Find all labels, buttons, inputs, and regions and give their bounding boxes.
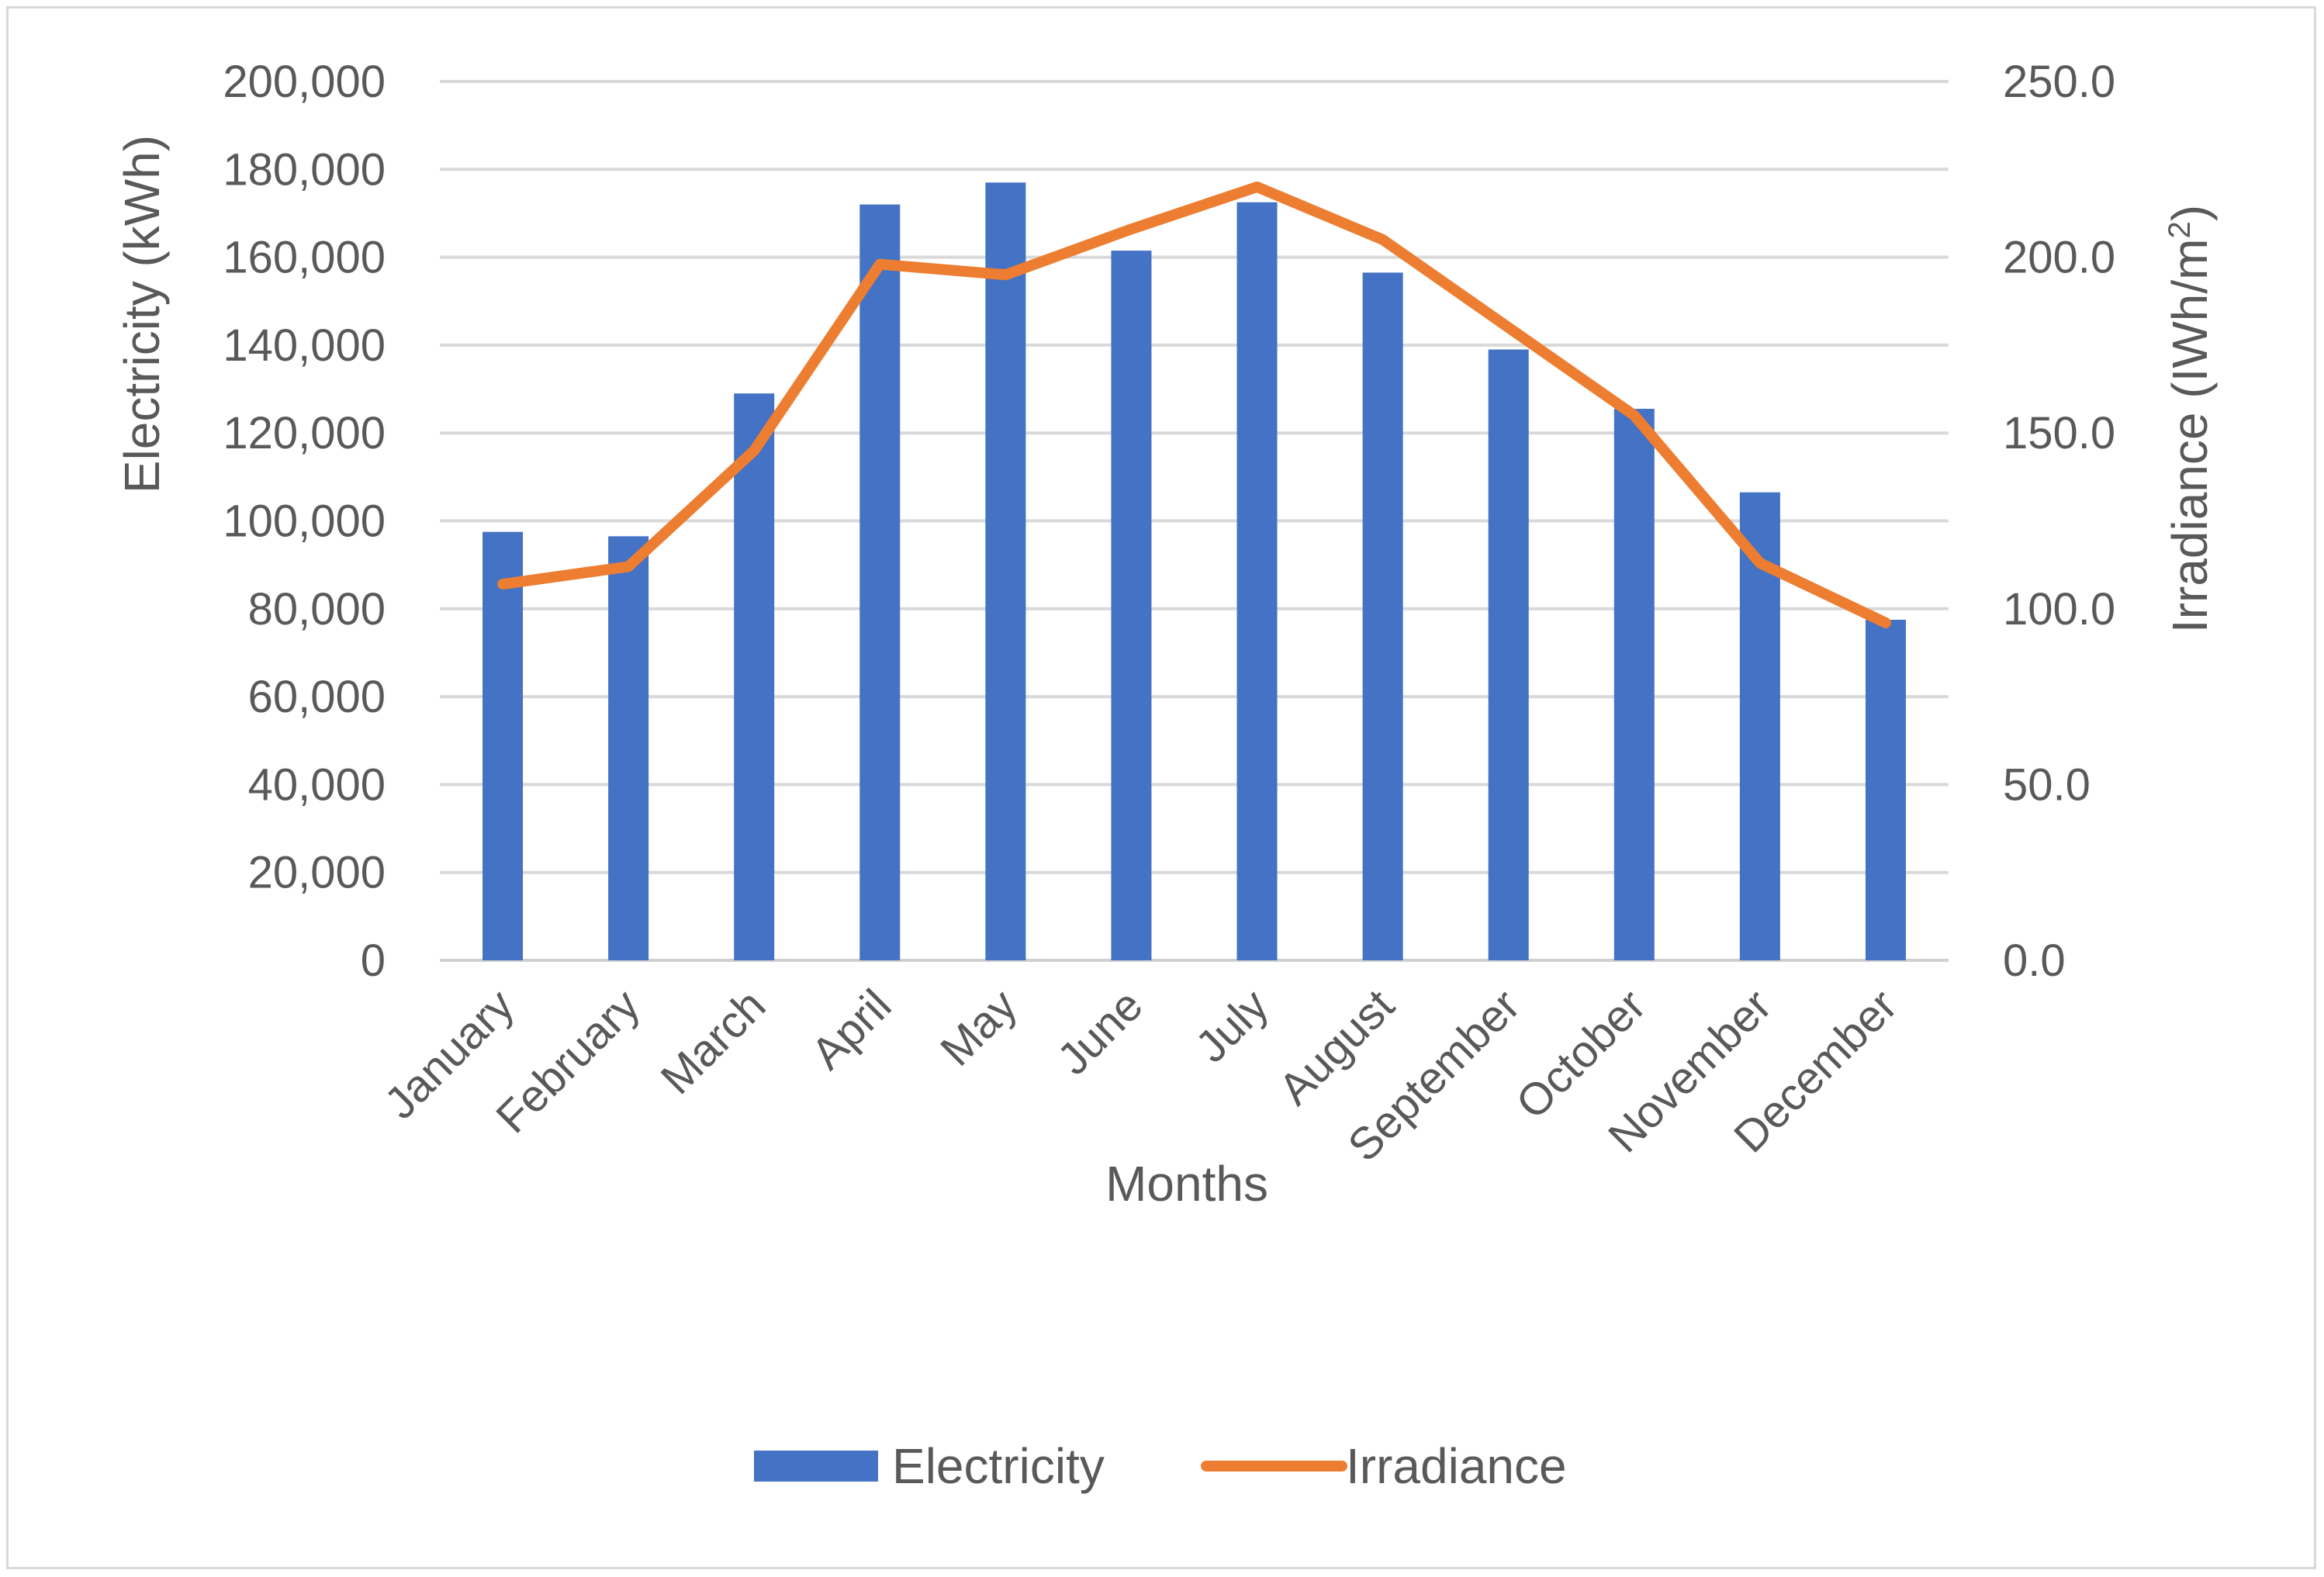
left-axis-ticks: 0 20,000 40,000 60,000 80,000 100,000 120,000 1… xyxy=(223,57,386,986)
bar-electricity-august xyxy=(1362,272,1403,960)
legend-label-irradiance: Irradiance xyxy=(1346,1438,1567,1494)
irradiance-point-march xyxy=(753,450,755,451)
y-right-axis-title: Irradiance (IWh/m2) xyxy=(2162,205,2218,633)
y-right-tick-label: 0.0 xyxy=(2003,935,2066,986)
y-left-tick-label: 100,000 xyxy=(223,496,386,547)
y-right-tick-label: 200.0 xyxy=(2003,233,2115,283)
legend-label-electricity: Electricity xyxy=(892,1438,1105,1494)
irradiance-line-layer xyxy=(497,181,1891,628)
y-right-axis-title-sup: 2 xyxy=(2163,221,2197,238)
bar-electricity-july xyxy=(1236,202,1278,961)
y-right-tick-label: 100.0 xyxy=(2003,584,2115,635)
y-left-tick-label: 180,000 xyxy=(223,144,386,195)
bar-electricity-january xyxy=(482,531,524,960)
gridlines xyxy=(440,80,1949,962)
y-right-tick-label: 150.0 xyxy=(2003,408,2115,458)
irradiance-point-february xyxy=(628,565,629,567)
y-right-axis-title-end: ) xyxy=(2162,205,2218,221)
chart-frame xyxy=(6,6,2316,1569)
legend-swatch-electricity xyxy=(754,1451,878,1482)
irradiance-point-august xyxy=(1382,239,1384,240)
bar-electricity-june xyxy=(1111,251,1152,960)
y-left-tick-label: 120,000 xyxy=(223,408,386,458)
bar-electricity-may xyxy=(985,182,1026,961)
bar-electricity-october xyxy=(1613,409,1655,960)
x-tick-label: July xyxy=(1186,980,1278,1072)
bar-electricity-april xyxy=(859,204,901,960)
y-left-tick-label: 20,000 xyxy=(248,848,386,898)
irradiance-line xyxy=(497,181,1891,628)
y-left-tick-label: 60,000 xyxy=(248,672,386,722)
x-tick-label: June xyxy=(1048,980,1153,1084)
bar-electricity-december xyxy=(1865,619,1906,960)
x-tick-label: March xyxy=(651,980,775,1104)
y-left-tick-label: 200,000 xyxy=(223,57,386,107)
bar-electricity-february xyxy=(608,536,649,960)
x-tick-label: May xyxy=(931,980,1026,1075)
y-right-tick-label: 50.0 xyxy=(2003,759,2091,810)
bar-electricity-september xyxy=(1488,349,1529,960)
electricity-bars xyxy=(482,182,1906,961)
y-left-tick-label: 80,000 xyxy=(248,584,386,635)
y-right-tick-label: 250.0 xyxy=(2003,57,2115,107)
y-left-tick-label: 140,000 xyxy=(223,320,386,371)
irradiance-point-december xyxy=(1885,622,1887,624)
bar-electricity-march xyxy=(734,393,775,961)
x-tick-label: April xyxy=(801,980,901,1079)
y-left-tick-label: 40,000 xyxy=(248,759,386,810)
irradiance-point-september xyxy=(1508,327,1510,328)
y-right-axis-title-main: Irradiance (IWh/m xyxy=(2162,239,2218,634)
y-left-axis-title: Electricity (kWh) xyxy=(114,135,170,493)
irradiance-point-november xyxy=(1759,562,1761,564)
irradiance-point-june xyxy=(1130,228,1132,230)
right-axis-ticks: 0.0 50.0 100.0 150.0 200.0 250.0 xyxy=(2003,57,2115,986)
y-left-tick-label: 160,000 xyxy=(223,233,386,283)
legend: Electricity Irradiance xyxy=(754,1438,1567,1494)
y-left-tick-label: 0 xyxy=(361,935,386,986)
x-axis-title: Months xyxy=(1105,1156,1268,1212)
